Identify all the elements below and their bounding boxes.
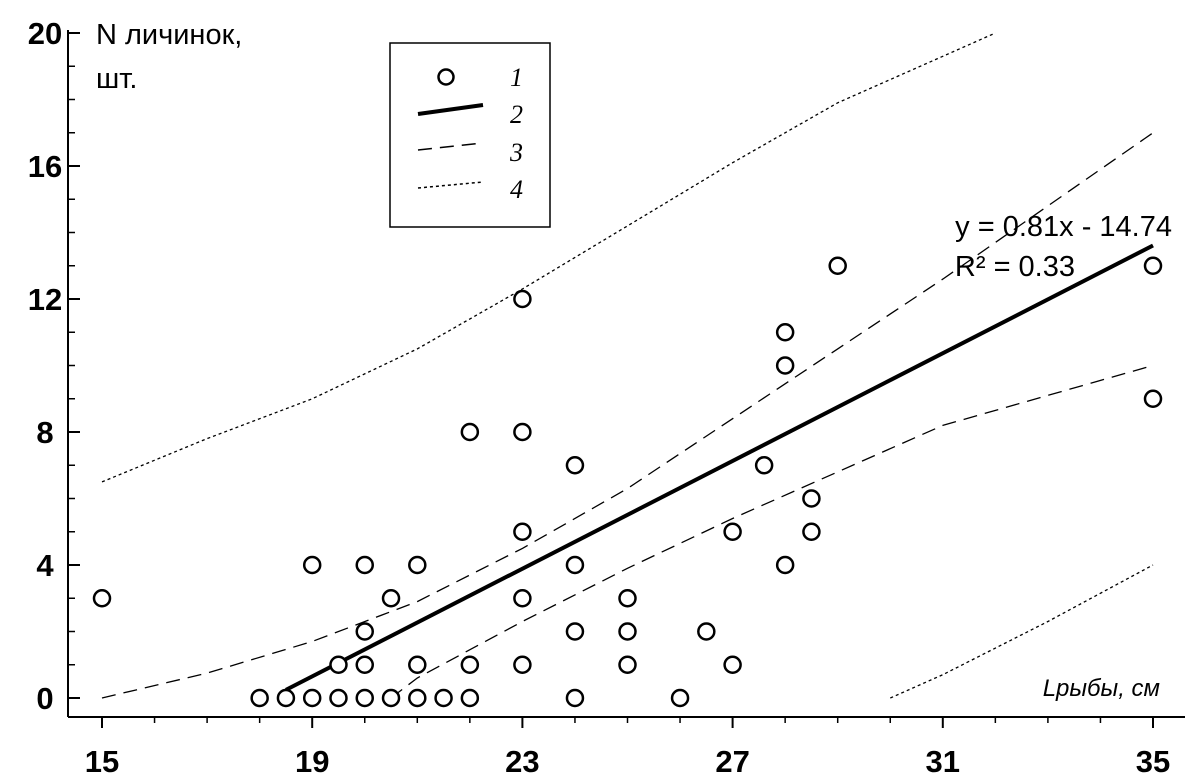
- data-point: [618, 655, 637, 674]
- data-point: [618, 589, 637, 608]
- data-point: [723, 522, 742, 541]
- data-point: [1143, 256, 1163, 275]
- data-point: [355, 655, 374, 674]
- x-tick-label: 19: [295, 744, 329, 779]
- data-point: [1143, 389, 1163, 408]
- data-point: [670, 688, 690, 708]
- data-point: [355, 688, 374, 708]
- data-point: [513, 289, 532, 309]
- y-tick-label: 8: [36, 415, 53, 450]
- r-squared-label: R² = 0.33: [955, 251, 1075, 283]
- data-point: [697, 622, 716, 641]
- data-point: [802, 522, 821, 541]
- data-point: [754, 456, 774, 475]
- legend: 1 2 3 4: [389, 42, 551, 228]
- regression-equation: y = 0.81x - 14.74: [955, 211, 1172, 243]
- data-point: [513, 422, 532, 442]
- legend-label-2: 2: [510, 100, 523, 129]
- data-point: [250, 688, 269, 708]
- x-tick-label: 27: [715, 744, 749, 779]
- data-points: [92, 256, 1163, 708]
- data-point: [434, 688, 453, 708]
- y-tick-label: 16: [28, 149, 62, 184]
- confidence-band-line: [390, 364, 1154, 699]
- data-point: [460, 688, 480, 708]
- y-axis-label-line2: шт.: [96, 63, 137, 95]
- x-tick-label: 23: [505, 744, 539, 779]
- data-point: [513, 589, 532, 608]
- data-point: [565, 555, 585, 575]
- confidence-band-line: [101, 132, 1154, 699]
- data-point: [565, 456, 585, 475]
- data-point: [355, 555, 374, 575]
- x-tick-label: 31: [926, 744, 960, 779]
- legend-label-1: 1: [510, 63, 523, 92]
- regression-line: [284, 243, 1154, 692]
- data-point: [802, 489, 821, 508]
- legend-marker-dotted: [417, 181, 484, 189]
- data-point: [565, 622, 585, 641]
- data-point: [618, 622, 637, 641]
- data-point: [276, 688, 296, 708]
- data-point: [775, 323, 795, 342]
- data-point: [408, 688, 427, 708]
- data-point: [513, 522, 532, 541]
- y-tick-label: 12: [28, 282, 62, 317]
- data-point: [355, 622, 374, 641]
- data-point: [381, 688, 401, 708]
- legend-label-4: 4: [510, 175, 523, 204]
- data-point: [329, 688, 348, 708]
- data-point: [302, 688, 322, 708]
- x-tick-label: 35: [1136, 744, 1170, 779]
- data-point: [302, 555, 322, 575]
- data-point: [460, 422, 480, 442]
- y-tick-label: 4: [36, 548, 54, 583]
- data-point: [381, 589, 401, 608]
- data-point: [329, 655, 348, 674]
- legend-marker-solid: [417, 103, 484, 116]
- x-axis-label: Lрыбы, см: [1043, 675, 1160, 702]
- legend-box: [389, 42, 551, 228]
- data-point: [408, 655, 427, 674]
- legend-marker-dashed: [417, 142, 484, 151]
- data-point: [775, 356, 795, 375]
- regression-curves: [101, 32, 1154, 699]
- prediction-band-line: [890, 564, 1154, 699]
- legend-label-3: 3: [509, 138, 523, 167]
- data-point: [723, 655, 742, 674]
- y-tick-label: 20: [28, 16, 62, 51]
- y-tick-label: 0: [36, 681, 53, 716]
- data-point: [828, 256, 847, 275]
- data-point: [408, 555, 427, 575]
- data-point: [513, 655, 532, 674]
- data-point: [565, 688, 585, 708]
- data-point: [775, 555, 795, 575]
- prediction-band-line: [101, 32, 996, 483]
- y-axis-label-line1: N личинок,: [96, 19, 242, 51]
- data-point: [92, 589, 112, 608]
- data-point: [460, 655, 480, 674]
- x-tick-label: 15: [85, 744, 119, 779]
- legend-marker-circle: [437, 68, 455, 86]
